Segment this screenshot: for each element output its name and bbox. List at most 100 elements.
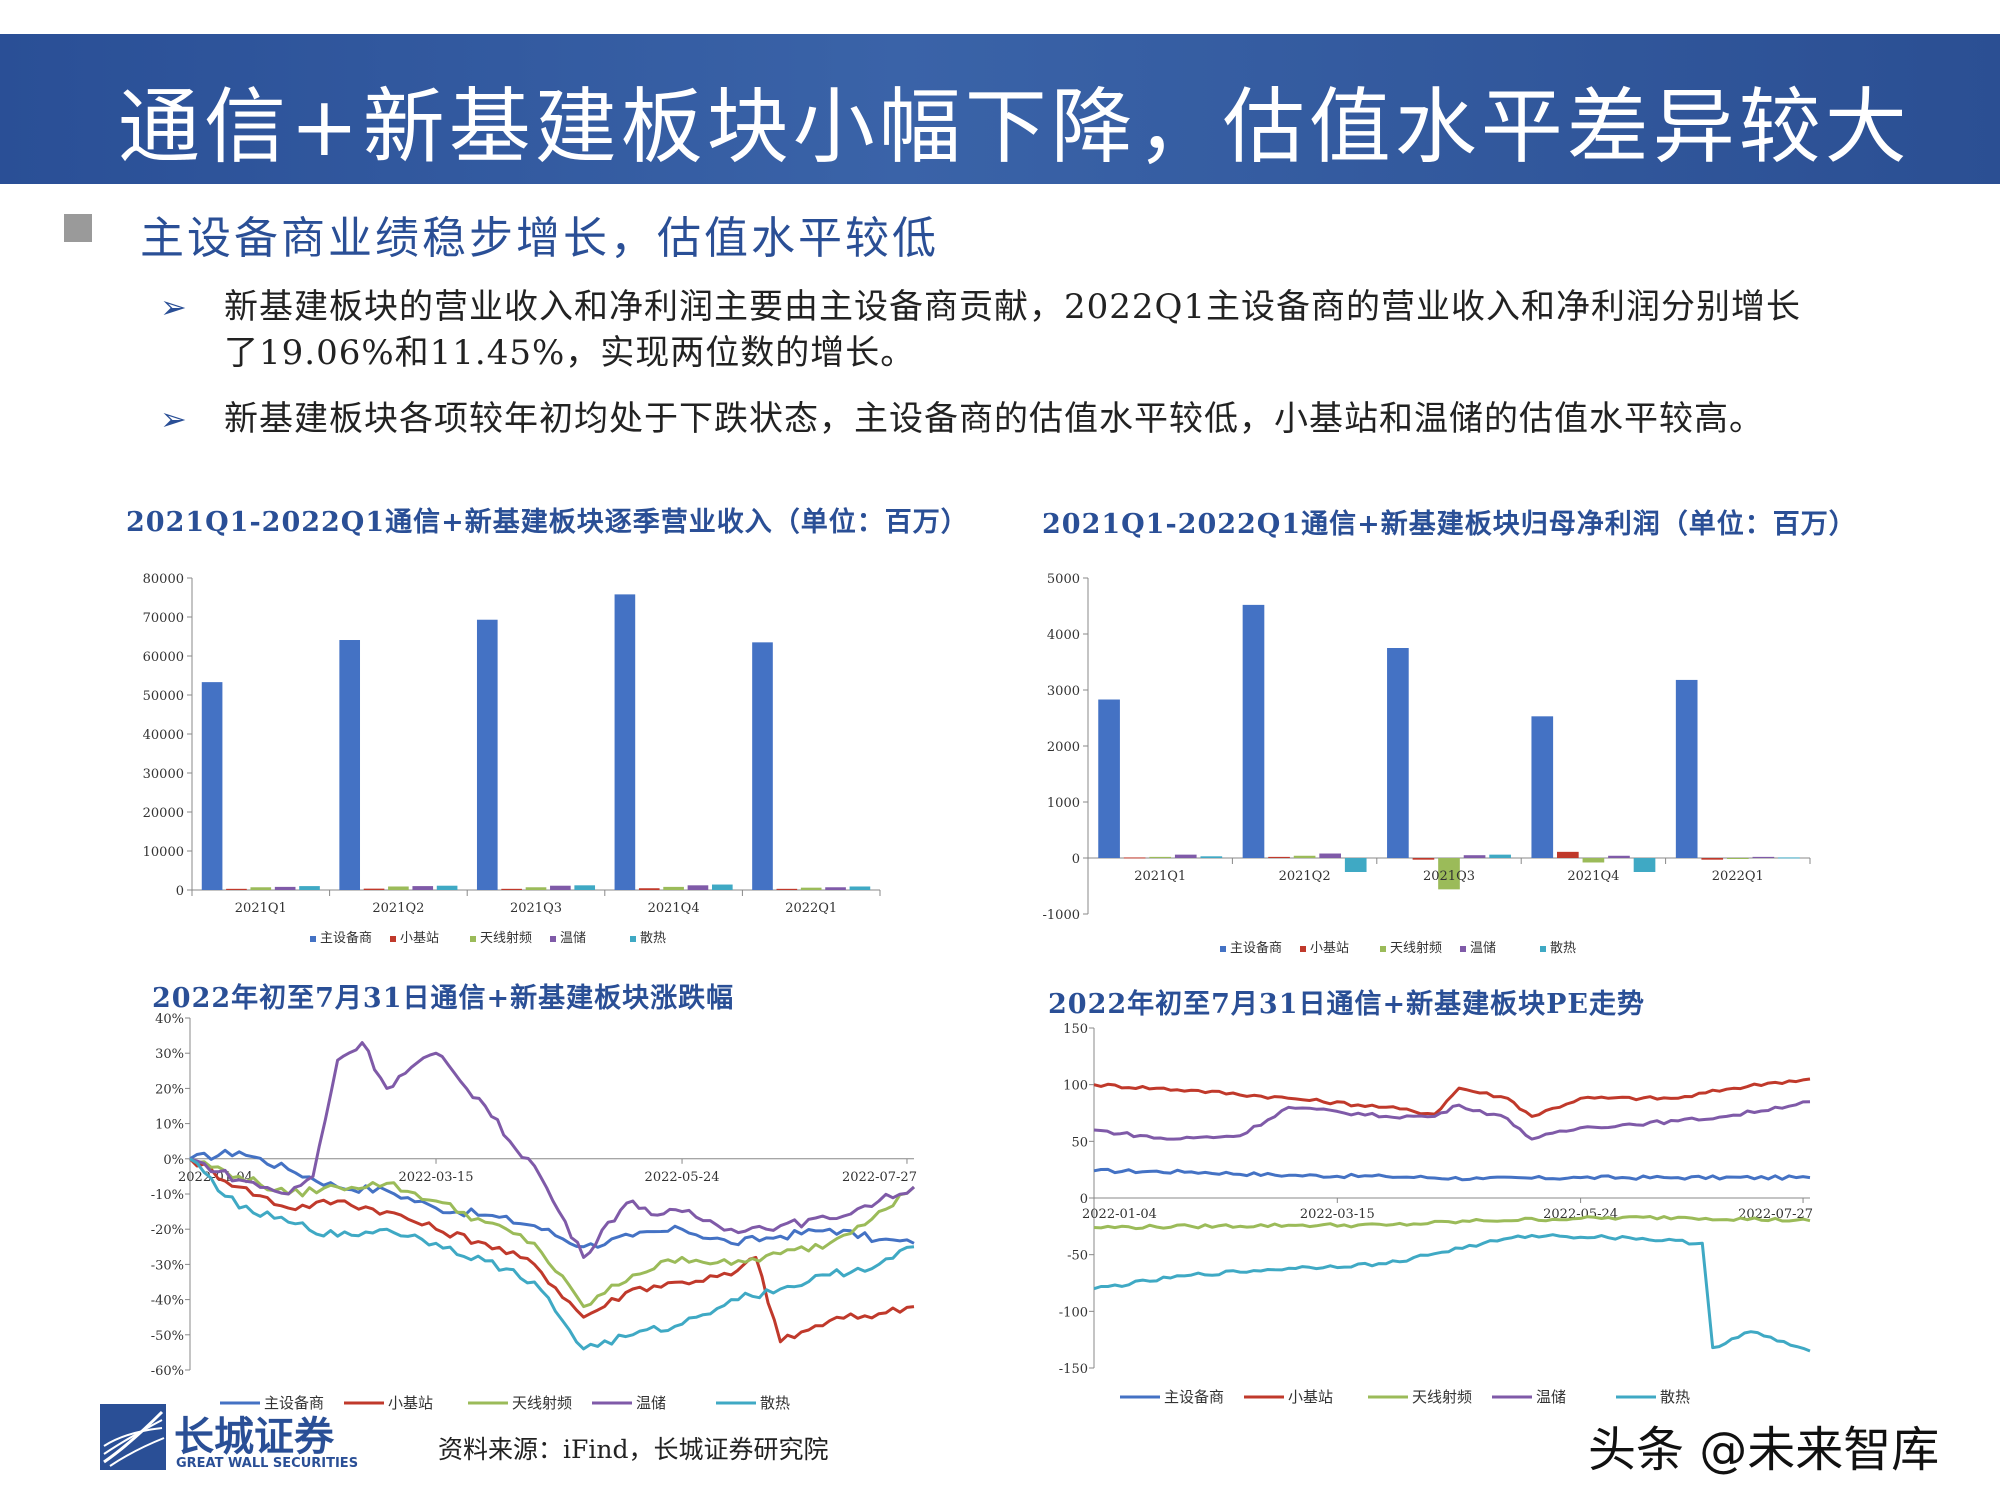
bar	[711, 884, 733, 890]
series-line	[1093, 1215, 1811, 1231]
bar	[250, 887, 272, 890]
bar	[525, 887, 547, 890]
arrow-bullet-icon: ➢	[160, 288, 188, 326]
y-tick-label: -100	[1059, 1305, 1088, 1320]
bar	[1174, 854, 1197, 858]
bar	[1268, 856, 1290, 858]
y-tick-label: 0	[1080, 1192, 1088, 1207]
page-title: 通信+新基建板块小幅下降，估值水平差异较大	[118, 80, 1911, 175]
x-tick-label: 2022-05-24	[645, 1170, 720, 1185]
series-line	[189, 1157, 916, 1309]
x-tick-label: 2021Q3	[510, 901, 562, 916]
x-tick-label: 2021Q1	[235, 901, 287, 916]
bar	[274, 886, 296, 890]
x-tick-label: 2021Q1	[1134, 869, 1186, 884]
legend-label: 小基站	[1310, 941, 1349, 956]
change-line-chart: 40% 30% 20% 10% 0% -10% -20% -30% -40% -50% -60% 20…	[151, 1012, 917, 1412]
y-tick-label: -1000	[1043, 908, 1080, 923]
y-tick-label: 40000	[143, 728, 184, 743]
bar	[1412, 858, 1435, 860]
bar	[1752, 856, 1775, 858]
chart-title-pe: 2022年初至7月31日通信+新基建板块PE走势	[1048, 989, 1646, 1020]
y-tick-label: 2000	[1047, 740, 1080, 755]
bar	[1582, 858, 1605, 863]
y-tick-label: 60000	[143, 650, 184, 665]
profit-bar-chart: -1000 0 1000 2000 3000 4000 5000 2021Q1 2021Q2 20…	[1043, 572, 1811, 956]
series-line	[1093, 1100, 1811, 1141]
chart-title-revenue: 2021Q1-2022Q1通信+新基建板块逐季营业收入（单位：百万）	[126, 507, 969, 538]
y-tick-label: 40%	[155, 1012, 184, 1027]
x-tick-label: 2021Q4	[648, 901, 700, 916]
x-tick-label: 2022Q1	[785, 901, 837, 916]
bar	[752, 642, 773, 890]
bar	[1463, 855, 1486, 858]
x-tick-label: 2021Q3	[1423, 869, 1475, 884]
bar	[476, 619, 498, 890]
legend-swatch	[1540, 946, 1546, 952]
bar	[1149, 856, 1172, 858]
legend-swatch	[470, 936, 476, 942]
bar	[1344, 858, 1367, 872]
y-tick-label: 30000	[143, 767, 184, 782]
x-tick-label: 2021Q2	[372, 901, 424, 916]
y-tick-label: 50000	[143, 689, 184, 704]
series-line	[1093, 1167, 1811, 1182]
x-tick-label: 2022Q1	[1712, 869, 1764, 884]
bullet-point-1: ➢ 新基建板块的营业收入和净利润主要由主设备商贡献，2022Q1主设备商的营业收…	[160, 284, 1840, 376]
bar	[1123, 857, 1146, 859]
legend-label: 温储	[1536, 1388, 1566, 1406]
bullet-point-2: ➢ 新基建板块各项较年初均处于下跌状态，主设备商的估值水平较低，小基站和温储的估…	[160, 396, 1840, 442]
square-bullet-icon	[64, 214, 92, 242]
legend-label: 散热	[640, 931, 666, 946]
bar	[1489, 854, 1511, 858]
bar	[436, 885, 458, 890]
bar	[1200, 856, 1223, 858]
chart-title-profit: 2021Q1-2022Q1通信+新基建板块归母净利润（单位：百万）	[1042, 509, 1857, 540]
revenue-bar-chart: 0 10000 20000 30000 40000 50000 60000 70000 8000…	[143, 572, 881, 946]
bar	[1242, 604, 1265, 858]
y-tick-label: 150	[1063, 1022, 1088, 1037]
bar	[550, 885, 571, 890]
bar	[412, 886, 434, 890]
y-tick-label: 80000	[143, 572, 184, 587]
bar	[1438, 858, 1460, 890]
bullet-text: 新基建板块的营业收入和净利润主要由主设备商贡献，2022Q1主设备商的营业收入和…	[224, 287, 1802, 373]
legend-label: 主设备商	[320, 930, 372, 946]
logo-text-cn: 长城证券	[174, 1413, 334, 1460]
y-tick-label: 100	[1063, 1079, 1088, 1094]
y-tick-label: 1000	[1047, 796, 1080, 811]
y-tick-label: 10000	[143, 845, 184, 860]
bar	[574, 885, 596, 890]
y-tick-label: -50%	[151, 1329, 184, 1344]
legend-swatch	[1300, 946, 1306, 952]
bar	[1633, 858, 1656, 872]
bar	[638, 888, 660, 890]
arrow-bullet-icon: ➢	[160, 400, 188, 438]
y-tick-label: -10%	[151, 1188, 184, 1203]
legend-swatch	[630, 936, 636, 942]
x-tick-label: 2022-01-04	[1082, 1207, 1157, 1222]
y-tick-label: 0	[1072, 852, 1080, 867]
legend-swatch	[1460, 946, 1466, 952]
great-wall-logo-icon	[100, 1404, 166, 1470]
bar	[226, 888, 247, 890]
legend-label: 天线射频	[1412, 1388, 1472, 1406]
legend-label: 天线射频	[480, 930, 532, 946]
y-tick-label: 10%	[155, 1118, 184, 1133]
company-logo: 长城证券 GREAT WALL SECURITIES	[100, 1404, 380, 1474]
bar	[614, 594, 636, 890]
legend-label: 散热	[1660, 1388, 1690, 1406]
y-tick-label: -60%	[151, 1364, 184, 1379]
legend-label: 温储	[560, 931, 586, 946]
series-line	[1093, 1077, 1811, 1118]
bar	[1778, 857, 1800, 859]
y-tick-label: 0%	[163, 1153, 184, 1168]
bar	[501, 888, 522, 890]
bar	[1319, 853, 1341, 858]
series-line	[188, 1157, 915, 1344]
bar	[201, 682, 223, 890]
legend-swatch	[1220, 946, 1226, 952]
header-bar: 通信+新基建板块小幅下降，估值水平差异较大	[0, 34, 2000, 184]
bar	[1531, 716, 1554, 858]
legend-label: 温储	[636, 1394, 666, 1412]
